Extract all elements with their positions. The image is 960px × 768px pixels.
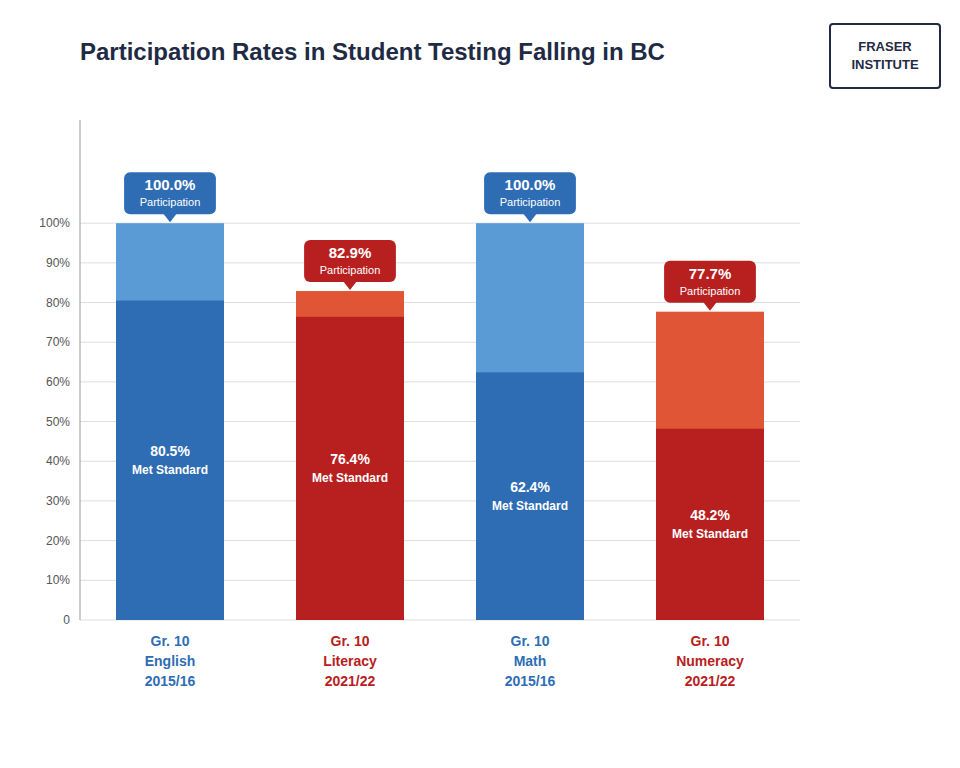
y-axis-line: [80, 120, 81, 620]
bubble: [124, 172, 216, 214]
y-tick-label: 90%: [46, 256, 70, 270]
data-label: 77.7%: [689, 265, 732, 282]
y-tick-label: 10%: [46, 573, 70, 587]
data-label-name: Participation: [680, 285, 741, 297]
data-label-name: Met Standard: [672, 527, 748, 541]
annotation-box: [830, 24, 940, 88]
data-label: 80.5%: [150, 443, 190, 459]
y-tick-label: 60%: [46, 375, 70, 389]
bubble: [304, 240, 396, 282]
y-tick-label: 50%: [46, 415, 70, 429]
y-tick-label: 70%: [46, 335, 70, 349]
bar: [116, 223, 224, 620]
bubble-pointer: [163, 213, 177, 222]
data-label-name: Met Standard: [132, 463, 208, 477]
annotation: FRASERINSTITUTE: [851, 39, 918, 72]
data-label-name: Met Standard: [492, 499, 568, 513]
y-tick-label: 40%: [46, 454, 70, 468]
chart: Participation Rates in Student Testing F…: [0, 0, 960, 768]
bar: [476, 223, 584, 620]
title: Participation Rates in Student Testing F…: [80, 38, 665, 65]
bubble-pointer: [343, 281, 357, 290]
data-label: 48.2%: [690, 507, 730, 523]
y-tick-label: 0: [63, 613, 70, 627]
bubble-pointer: [703, 302, 717, 311]
data-label: 62.4%: [510, 479, 550, 495]
grid: [80, 223, 800, 620]
data-label: 100.0%: [505, 176, 556, 193]
y-tick-label: 80%: [46, 296, 70, 310]
data-label-name: Met Standard: [312, 471, 388, 485]
bubble-pointer: [523, 213, 537, 222]
x-tick-label: Gr. 10Literacy2021/22: [323, 633, 377, 689]
data-label-name: Participation: [320, 264, 381, 276]
bar: [116, 301, 224, 620]
bar: [296, 317, 404, 620]
bar: [476, 372, 584, 620]
data-label: 100.0%: [145, 176, 196, 193]
data-label-name: Participation: [500, 196, 561, 208]
x-tick-label: Gr. 10Numeracy2021/22: [676, 633, 744, 689]
x-tick-label: Gr. 10Math2015/16: [505, 633, 556, 689]
y-tick-label: 30%: [46, 494, 70, 508]
data-labels: 80.5% Met Standard 76.4% Met Standard 62.4% M…: [124, 172, 756, 541]
bubble: [484, 172, 576, 214]
data-label-name: Participation: [140, 196, 201, 208]
y-tick-label: 100%: [39, 216, 70, 230]
y-tick-label: 20%: [46, 534, 70, 548]
bar: [296, 291, 404, 620]
bar: [656, 312, 764, 620]
data-label: 82.9%: [329, 244, 372, 261]
bar: [656, 429, 764, 620]
data-label: 76.4%: [330, 451, 370, 467]
x-tick-label: Gr. 10English2015/16: [145, 633, 196, 689]
bubble: [664, 261, 756, 303]
